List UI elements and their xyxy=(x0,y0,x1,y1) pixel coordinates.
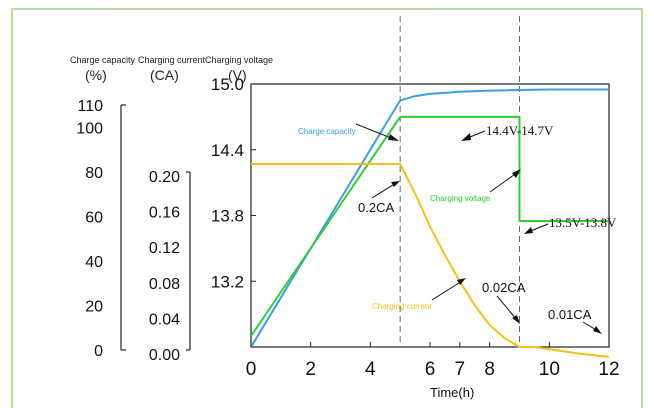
capacity-tick-label: 0 xyxy=(94,343,103,360)
phase-boundaries xyxy=(399,16,520,347)
voltage-axis: 15.0 14.4 13.8 13.2 xyxy=(211,75,256,291)
top-divider xyxy=(110,9,430,10)
capacity-axis: 110 100 80 60 40 20 0 xyxy=(76,98,126,360)
header-voltage: Charging voltage xyxy=(205,55,273,65)
x-tick-label: 12 xyxy=(598,359,619,380)
voltage-tick-label: 13.8 xyxy=(211,207,244,226)
header-capacity: Charge capacity xyxy=(70,55,136,65)
arrow-voltage-label xyxy=(489,171,519,193)
x-tick-label: 0 xyxy=(246,359,257,380)
arrowhead-current-mid xyxy=(512,315,520,324)
header-current: Charging current xyxy=(138,55,206,65)
current-tick-label: 0.12 xyxy=(149,240,180,257)
current-axis: 0.20 0.16 0.12 0.08 0.04 0.00 xyxy=(149,169,191,364)
annotation-voltage-range: 14.4V-14.7V xyxy=(486,123,554,138)
arrow-current-mid xyxy=(496,295,518,321)
x-tick-label: 8 xyxy=(484,359,495,380)
arrowhead-capacity xyxy=(388,134,399,141)
voltage-tick-label: 15.0 xyxy=(211,75,244,94)
arrow-current-label xyxy=(431,280,463,301)
current-tick-label: 0.20 xyxy=(149,169,180,186)
unit-current: (CA) xyxy=(150,67,179,83)
arrowhead-current-start xyxy=(391,181,400,187)
x-tick-label: 7 xyxy=(455,359,466,380)
unit-voltage: (V) xyxy=(228,67,247,83)
arrowhead-current-label xyxy=(457,278,466,285)
voltage-tick-label: 14.4 xyxy=(211,141,244,160)
series-charging-voltage-line xyxy=(250,115,609,337)
current-tick-label: 0.16 xyxy=(149,205,180,222)
arrowhead-float-voltage xyxy=(524,227,533,234)
series-charging-current-line xyxy=(251,163,610,358)
voltage-tick-label: 13.2 xyxy=(211,272,244,291)
x-axis: 0 2 4 6 7 8 10 12 xyxy=(246,342,620,380)
x-tick-label: 10 xyxy=(539,359,560,380)
annotation-current-label: Charging current xyxy=(372,302,432,311)
capacity-tick-label: 60 xyxy=(85,209,103,226)
annotation-voltage-label: Charging voltage xyxy=(430,194,491,203)
capacity-tick-label: 100 xyxy=(76,120,103,137)
arrow-current-start xyxy=(371,182,397,199)
arrowhead-voltage-label xyxy=(512,169,521,178)
capacity-tick-label: 20 xyxy=(85,298,103,315)
annotation-current-end: 0.01CA xyxy=(548,307,592,322)
annotation-current-mid: 0.02CA xyxy=(482,280,526,295)
current-tick-label: 0.00 xyxy=(149,347,180,364)
annotation-capacity: Charge capacity xyxy=(298,127,356,136)
current-tick-label: 0.08 xyxy=(149,276,180,293)
capacity-tick-label: 80 xyxy=(85,165,103,182)
capacity-tick-label: 40 xyxy=(85,254,103,271)
arrowhead-voltage-range xyxy=(461,133,471,141)
unit-capacity: (%) xyxy=(85,67,107,83)
capacity-tick-label: 110 xyxy=(77,98,103,115)
series-layer xyxy=(250,88,610,358)
current-tick-label: 0.04 xyxy=(149,311,180,328)
annotation-current-start: 0.2CA xyxy=(358,200,394,215)
x-axis-label: Time(h) xyxy=(430,385,474,400)
arrowhead-current-end xyxy=(593,326,602,334)
annotation-float-voltage: 13.5V-13.8V xyxy=(549,215,617,230)
x-tick-label: 4 xyxy=(365,359,376,380)
x-tick-label: 6 xyxy=(425,359,436,380)
x-tick-label: 2 xyxy=(305,359,316,380)
